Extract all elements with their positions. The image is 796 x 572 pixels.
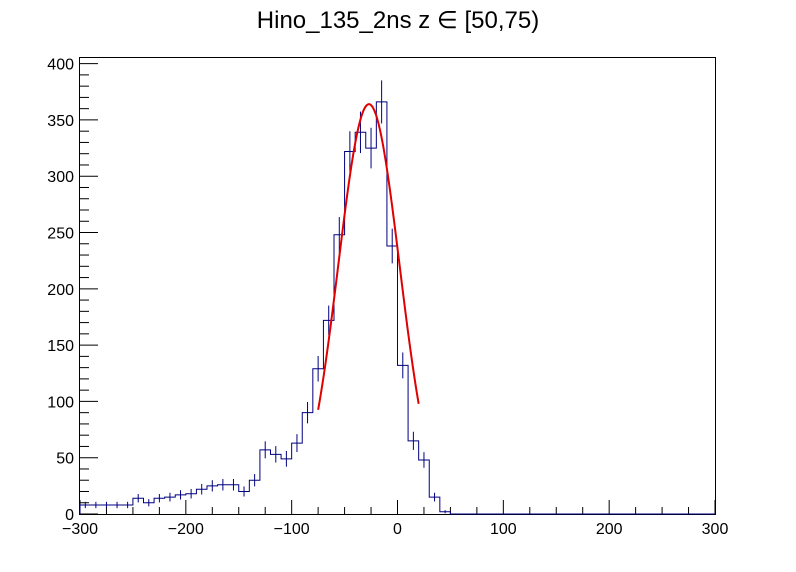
y-tick-label: 400 — [47, 57, 74, 74]
x-tick-label: −300 — [62, 521, 98, 538]
y-tick-label: 100 — [47, 394, 74, 411]
y-axis: 0 50 100 150 200 250 300 350 400 — [47, 57, 98, 524]
chart-title: Hino_135_2ns z ∈ [50,75) — [256, 7, 540, 34]
fit-curve — [317, 103, 420, 411]
x-tick-label: 200 — [596, 521, 623, 538]
histogram-outline — [79, 101, 715, 515]
y-tick-label: 50 — [56, 451, 74, 468]
y-tick-label: 300 — [47, 169, 74, 186]
y-tick-label: 200 — [47, 282, 74, 299]
x-tick-label: −200 — [168, 521, 204, 538]
x-tick-label: 300 — [702, 521, 729, 538]
x-tick-label: −100 — [274, 521, 310, 538]
y-tick-label: 250 — [47, 226, 74, 243]
x-tick-label: 100 — [490, 521, 517, 538]
x-axis: −300 −200 −100 0 100 200 300 — [62, 500, 728, 538]
gaussian-fit — [317, 103, 420, 411]
y-tick-label: 150 — [47, 338, 74, 355]
plot-frame — [79, 57, 716, 515]
y-tick-label: 0 — [65, 507, 74, 524]
error-bars — [84, 80, 446, 514]
y-tick-label: 350 — [47, 113, 74, 130]
histogram-series — [79, 101, 715, 515]
x-tick-label: 0 — [393, 521, 402, 538]
